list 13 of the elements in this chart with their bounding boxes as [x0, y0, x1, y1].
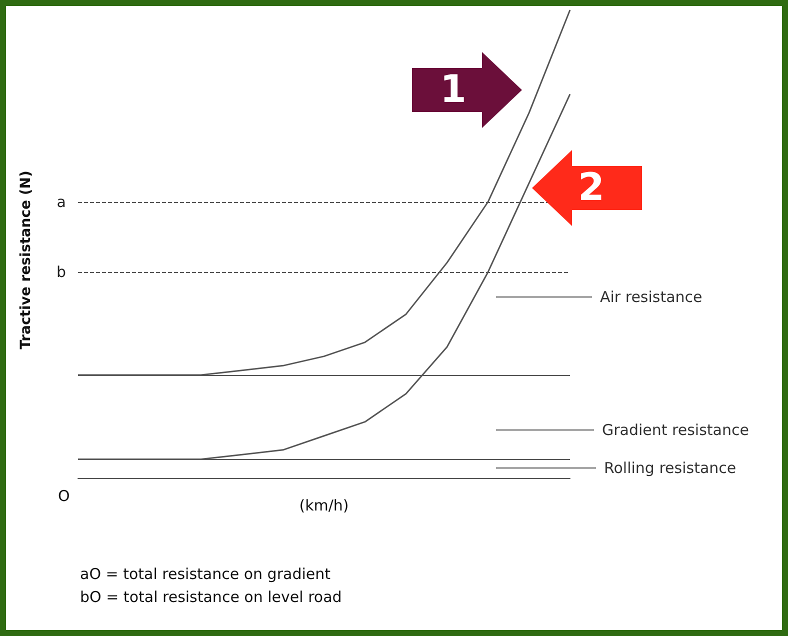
left-arrow-icon: 2 — [532, 150, 642, 226]
ref-line-label: b — [56, 263, 66, 282]
annotation: 1 — [440, 66, 466, 112]
x-axis-title: (km/h) — [299, 496, 349, 514]
text: aO = total resistance on gradient — [80, 565, 331, 583]
text: Air resistance — [600, 288, 702, 306]
text: O — [58, 487, 70, 505]
text: Gradient resistance — [602, 421, 749, 439]
text: bO = total resistance on level road — [80, 588, 342, 606]
right-arrow-icon: 1 — [412, 52, 522, 128]
text: Rolling resistance — [604, 459, 736, 477]
y-axis-title: Tractive resistance (N) — [18, 170, 34, 350]
ref-line-label: a — [56, 192, 66, 211]
